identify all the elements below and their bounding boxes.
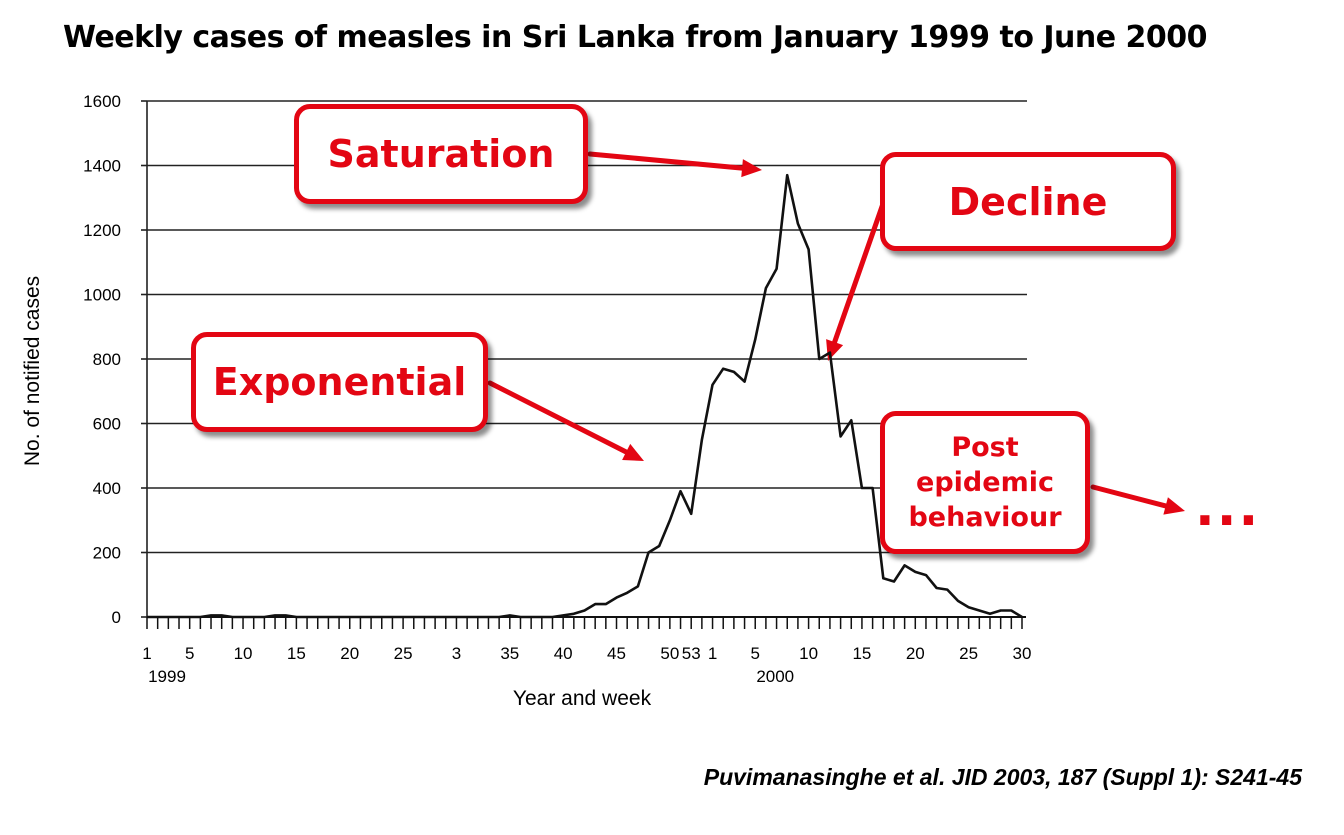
- series-line: [147, 173, 1023, 619]
- decline-callout: Decline: [880, 152, 1176, 251]
- y-tick-label: 200: [93, 544, 121, 563]
- x-tick-label: 5: [750, 644, 759, 663]
- citation: Puvimanasinghe et al. JID 2003, 187 (Sup…: [703, 764, 1302, 790]
- x-axis-label: Year and week: [513, 687, 652, 710]
- exponential-arrow: [487, 380, 644, 461]
- x-tick-label: 5: [185, 644, 194, 663]
- x-tick-label: 15: [852, 644, 871, 663]
- x-tick-label: 20: [906, 644, 925, 663]
- x-tick-label: 10: [234, 644, 253, 663]
- y-tick-label: 600: [93, 415, 121, 434]
- exponential-callout: Exponential: [191, 332, 488, 432]
- x-tick-label: 1: [708, 644, 717, 663]
- x-tick-label: 15: [287, 644, 306, 663]
- y-axis-label: No. of notified cases: [21, 276, 44, 466]
- post-epidemic-callout: Post epidemic behaviour: [880, 411, 1090, 554]
- x-tick-label: 35: [500, 644, 519, 663]
- x-tick-label: 50: [660, 644, 679, 663]
- y-tick-label: 1000: [83, 286, 121, 305]
- y-tick-label: 1200: [83, 221, 121, 240]
- x-tick-label: 30: [1013, 644, 1032, 663]
- decline-arrow: [826, 195, 888, 361]
- y-axis-ticks: 0 200 400 600 800 1000 1200 1400 1600: [83, 92, 147, 627]
- y-tick-label: 0: [112, 608, 121, 627]
- x-tick-label: 20: [340, 644, 359, 663]
- y-tick-label: 800: [93, 350, 121, 369]
- saturation-arrow: [587, 151, 762, 178]
- x-tick-label: 3: [452, 644, 461, 663]
- x-tick-label: 25: [394, 644, 413, 663]
- x-tick-label: 10: [799, 644, 818, 663]
- continuation-ellipsis: ...: [1195, 478, 1261, 538]
- y-tick-label: 400: [93, 479, 121, 498]
- post-epidemic-arrow: [1090, 484, 1185, 515]
- x-tick-label: 40: [554, 644, 573, 663]
- x-tick-label: 45: [607, 644, 626, 663]
- y-tick-label: 1600: [83, 92, 121, 111]
- annotation-arrows: [487, 151, 1185, 515]
- year-label: 1999: [148, 667, 186, 686]
- x-tick-label: 25: [959, 644, 978, 663]
- x-tick-label: 53: [682, 644, 701, 663]
- saturation-callout: Saturation: [294, 104, 588, 204]
- y-tick-label: 1400: [83, 157, 121, 176]
- chart-title: Weekly cases of measles in Sri Lanka fro…: [62, 20, 1208, 55]
- x-tick-label: 1: [142, 644, 151, 663]
- year-label: 2000: [756, 667, 794, 686]
